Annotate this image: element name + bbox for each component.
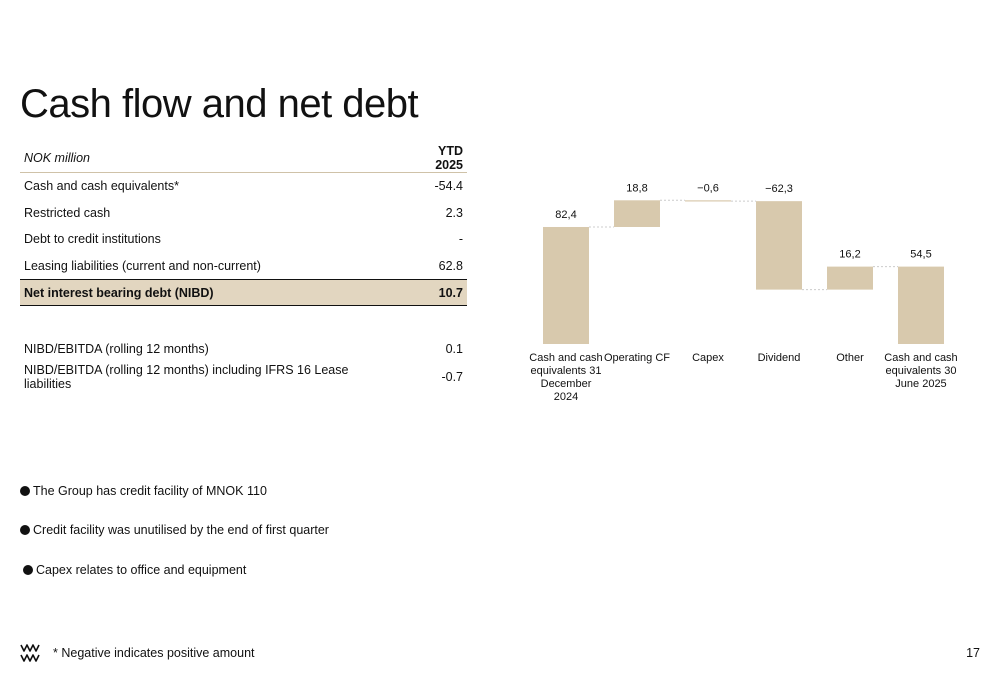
- bullet-item: Credit facility was unutilised by the en…: [20, 523, 329, 537]
- ratio-label: NIBD/EBITDA (rolling 12 months): [24, 342, 209, 357]
- table-row: Cash and cash equivalents* -54.4: [20, 173, 467, 200]
- row-value: 62.8: [438, 258, 463, 273]
- table-row: Restricted cash 2.3: [20, 199, 467, 226]
- row-label: Debt to credit institutions: [24, 232, 161, 247]
- category-label: Dividend: [758, 352, 801, 364]
- footnote: * Negative indicates positive amount: [53, 646, 255, 660]
- ratio-value: 0.1: [445, 342, 463, 357]
- bullet-text: Capex relates to office and equipment: [36, 563, 247, 577]
- row-value: -: [458, 232, 463, 247]
- bullet-dot-icon: [20, 486, 30, 496]
- waterfall-bar: [543, 226, 589, 344]
- ratio-value: -0.7: [441, 369, 463, 384]
- waterfall-bar: [756, 201, 802, 290]
- page-number: 17: [966, 646, 980, 660]
- table-row: Leasing liabilities (current and non-cur…: [20, 253, 467, 280]
- bar-value-label: 82,4: [555, 209, 576, 221]
- row-label: Leasing liabilities (current and non-cur…: [24, 258, 261, 273]
- bar-value-label: −62,3: [765, 183, 793, 195]
- row-label: Cash and cash equivalents*: [24, 179, 179, 194]
- category-label: Cash and cash equivalents 31 December 2024: [529, 352, 602, 403]
- waterfall-bar: [898, 266, 944, 344]
- nibd-value: 10.7: [402, 278, 467, 307]
- company-logo-icon: [20, 644, 40, 662]
- bullet-item: The Group has credit facility of MNOK 11…: [20, 484, 267, 498]
- table-header-label: NOK million: [20, 144, 403, 173]
- bullet-text: Credit facility was unutilised by the en…: [33, 523, 329, 537]
- waterfall-bar: [685, 200, 731, 202]
- ratio-row: NIBD/EBITDA (rolling 12 months) 0.1: [20, 336, 467, 363]
- bar-value-label: 16,2: [839, 249, 860, 261]
- waterfall-bar: [614, 200, 660, 227]
- ratio-label: NIBD/EBITDA (rolling 12 months) includin…: [24, 362, 349, 391]
- waterfall-bar: [827, 266, 873, 290]
- bullet-dot-icon: [23, 565, 33, 575]
- row-value: 2.3: [445, 205, 463, 220]
- table-row: Debt to credit institutions -: [20, 226, 467, 253]
- bullet-dot-icon: [20, 525, 30, 535]
- category-label: Capex: [692, 352, 724, 364]
- waterfall-chart: 82,4 Cash and cash equivalents 31 December 2…: [529, 182, 957, 403]
- bullet-text: The Group has credit facility of MNOK 11…: [33, 484, 267, 498]
- category-label: Cash and cash equivalents 30 June 2025: [884, 352, 957, 390]
- nibd-label: Net interest bearing debt (NIBD): [20, 278, 403, 307]
- net-debt-table: NOK million YTD 2025 Cash and cash equiv…: [20, 144, 467, 391]
- bar-value-label: −0,6: [697, 182, 719, 194]
- ratio-row: NIBD/EBITDA (rolling 12 months) includin…: [20, 363, 467, 391]
- row-value: -54.4: [434, 179, 464, 194]
- bar-value-label: 54,5: [910, 249, 931, 261]
- table-header-value: YTD 2025: [402, 144, 467, 173]
- row-label: Restricted cash: [24, 205, 111, 220]
- nibd-total-row: Net interest bearing debt (NIBD) 10.7: [20, 278, 467, 307]
- bullet-item: Capex relates to office and equipment: [23, 563, 246, 577]
- category-label: Operating CF: [604, 352, 670, 364]
- table-spacer: [20, 306, 467, 336]
- category-label: Other: [836, 352, 864, 364]
- bar-value-label: 18,8: [626, 182, 647, 194]
- table-header-row: NOK million YTD 2025: [20, 144, 467, 173]
- page-title: Cash flow and net debt: [20, 82, 419, 126]
